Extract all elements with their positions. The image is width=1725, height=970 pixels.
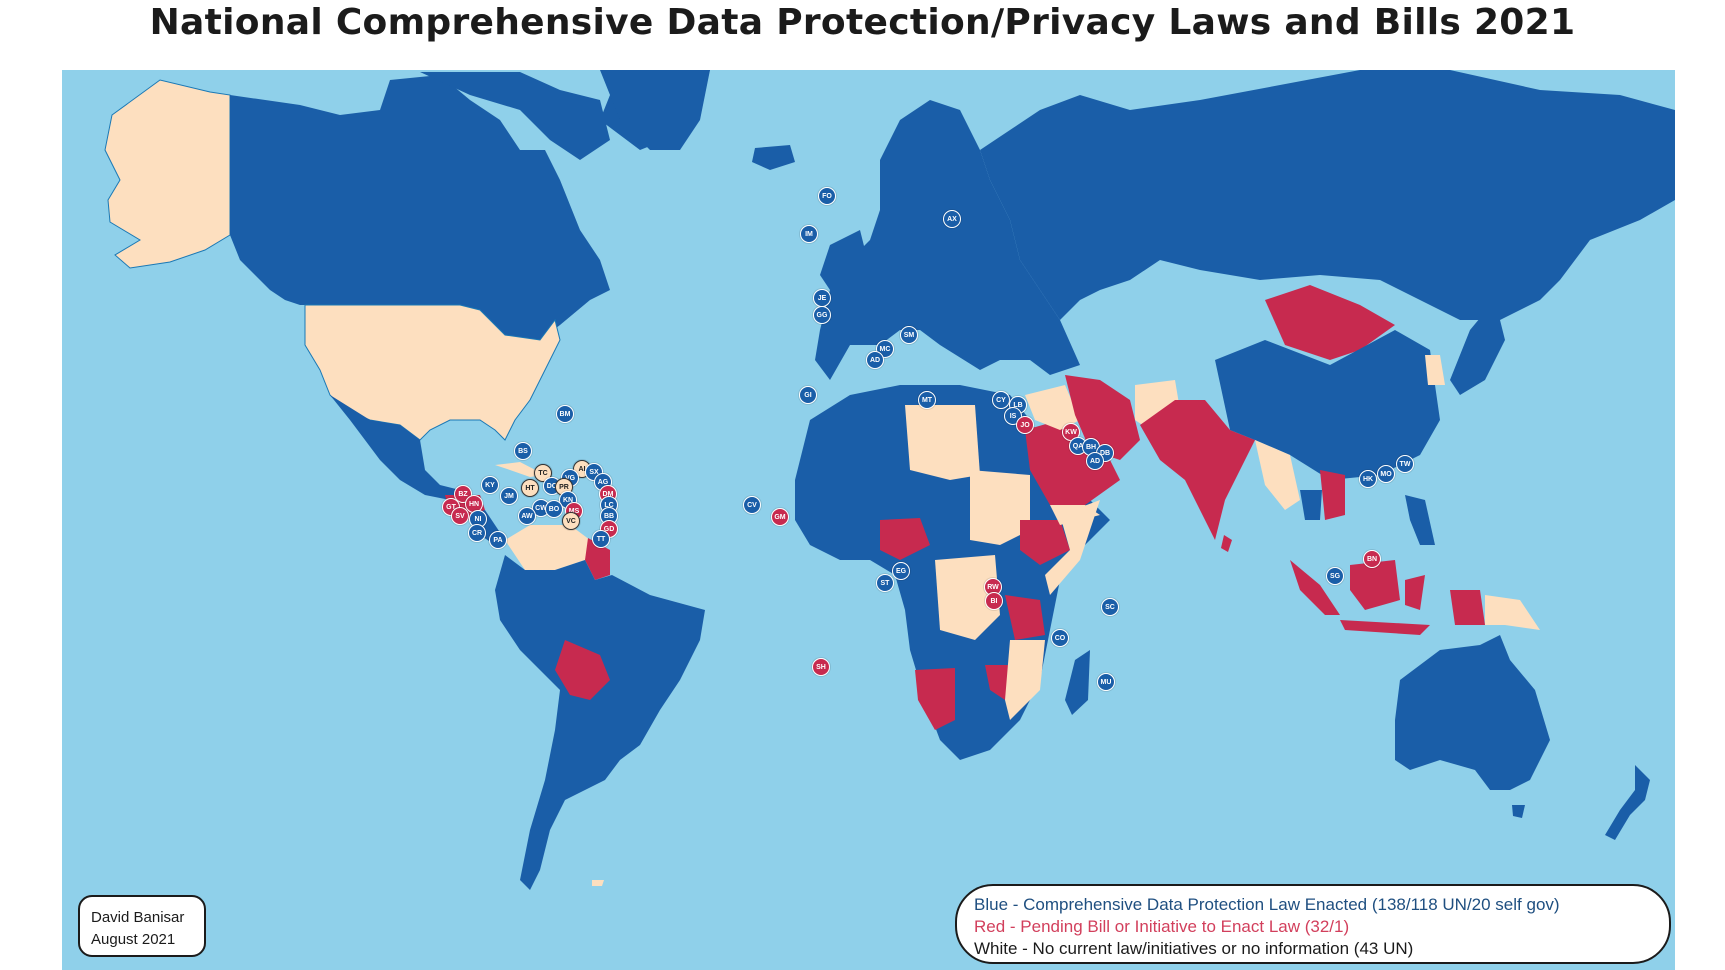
territory-badge-sg[interactable]: SG [1326,567,1344,585]
territory-badge-cv[interactable]: CV [743,496,761,514]
territory-badge-bi[interactable]: BI [985,592,1003,610]
territory-badge-jm[interactable]: JM [500,487,518,505]
country-mexico[interactable] [330,395,460,500]
country-greenland[interactable] [600,70,710,150]
country-indonesia[interactable] [1290,560,1485,635]
territory-badge-st[interactable]: ST [876,574,894,592]
country-uk-ireland[interactable] [820,230,870,305]
territory-badge-tw[interactable]: TW [1396,455,1414,473]
map-legend: Blue - Comprehensive Data Protection Law… [955,884,1671,964]
territory-badge-aw[interactable]: AW [518,507,536,525]
country-thailand[interactable] [1300,490,1322,520]
country-chad-sudan-region[interactable] [970,470,1030,545]
country-tasmania[interactable] [1512,805,1525,818]
territory-badge-gg[interactable]: GG [813,306,831,324]
country-vietnam-cambodia[interactable] [1320,470,1345,520]
country-saudi-arabia[interactable] [1025,420,1120,505]
country-japan[interactable] [1450,300,1505,395]
territory-badge-sm[interactable]: SM [900,326,918,344]
territory-badge-fo[interactable]: FO [818,187,836,205]
legend-item-red: Red - Pending Bill or Initiative to Enac… [974,917,1350,936]
author-credit-box: David Banisar August 2021 [78,895,206,957]
country-nigeria[interactable] [880,518,930,560]
country-madagascar[interactable] [1065,650,1090,715]
country-yemen[interactable] [1050,505,1100,525]
country-iceland[interactable] [752,145,795,170]
country-guyana-suriname[interactable] [585,538,610,580]
territory-badge-sh[interactable]: SH [812,658,830,676]
territory-badge-je[interactable]: JE [813,289,831,307]
legend-item-blue: Blue - Comprehensive Data Protection Law… [974,895,1560,914]
world-map: FO IM JE GG AX SM MC AD GI MT CY LB IS JO KW QA BH DB AD HK… [62,70,1675,970]
territory-badge-mu[interactable]: MU [1097,673,1115,691]
territory-badge-im[interactable]: IM [800,225,818,243]
territory-badge-sv[interactable]: SV [451,507,469,525]
territory-badge-pa[interactable]: PA [489,531,507,549]
country-korea[interactable] [1425,355,1445,385]
territory-badge-bs[interactable]: BS [514,442,532,460]
country-venezuela-colombia[interactable] [505,525,590,570]
country-iraq-syria[interactable] [1025,385,1080,430]
territory-badge-ad[interactable]: AD [866,351,884,369]
country-tanzania[interactable] [1005,595,1045,640]
territory-badge-vc[interactable]: VC [562,512,580,530]
country-somalia[interactable] [1045,500,1100,595]
territory-badge-eg[interactable]: EG [892,562,910,580]
territory-badge-hk[interactable]: HK [1359,470,1377,488]
map-title: National Comprehensive Data Protection/P… [149,2,1576,43]
country-canada[interactable] [230,75,610,340]
territory-badge-ax[interactable]: AX [943,210,961,228]
region-europe [815,100,1080,380]
author-date: August 2021 [91,931,176,948]
territory-badge-bo[interactable]: BO [545,500,563,518]
territory-badge-ad[interactable]: AD [1086,452,1104,470]
country-philippines[interactable] [1405,495,1435,545]
territory-badge-mo[interactable]: MO [1377,465,1395,483]
territory-badge-cy[interactable]: CY [992,391,1010,409]
country-zambia-malawi[interactable] [985,665,1010,700]
badge-layer: FO IM JE GG AX SM MC AD GI MT CY LB IS JO KW QA BH DB AD HK… [62,70,1675,970]
author-name: David Banisar [91,909,185,926]
world-map-shapes [104,70,1675,890]
country-mozambique[interactable] [1005,640,1045,720]
territory-badge-bm[interactable]: BM [556,405,574,423]
country-drc-region[interactable] [935,555,1000,640]
territory-badge-rw[interactable]: RW [984,578,1002,596]
territory-badge-ht[interactable]: HT [521,479,539,497]
country-russia[interactable] [980,70,1675,320]
territory-badge-gm[interactable]: GM [771,508,789,526]
island-falklands [592,880,604,886]
country-iran[interactable] [1065,375,1140,460]
country-cuba[interactable] [495,462,545,477]
country-sri-lanka[interactable] [1221,535,1232,552]
country-pakistan-india[interactable] [1140,400,1255,540]
country-bolivia[interactable] [555,640,610,700]
territory-badge-mt[interactable]: MT [918,391,936,409]
legend-item-white: White - No current law/initiatives or no… [974,939,1414,958]
territory-badge-cr[interactable]: CR [468,524,486,542]
country-australia[interactable] [1395,635,1550,790]
territory-badge-ky[interactable]: KY [481,476,499,494]
territory-badge-gi[interactable]: GI [799,386,817,404]
country-namibia[interactable] [915,668,955,730]
country-brazil-region[interactable] [495,555,705,890]
country-china[interactable] [1215,330,1440,480]
territory-badge-co[interactable]: CO [1051,629,1069,647]
territory-badge-sc[interactable]: SC [1101,598,1119,616]
country-ethiopia[interactable] [1020,520,1070,565]
country-myanmar-region[interactable] [1255,440,1300,510]
country-libya-region[interactable] [905,405,980,480]
country-alaska[interactable] [104,79,231,269]
country-new-zealand[interactable] [1605,765,1650,840]
territory-badge-tt[interactable]: TT [592,530,610,548]
territory-badge-bn[interactable]: BN [1363,550,1381,568]
territory-badge-jo[interactable]: JO [1016,416,1034,434]
country-mongolia[interactable] [1265,285,1395,360]
country-png[interactable] [1485,595,1540,630]
